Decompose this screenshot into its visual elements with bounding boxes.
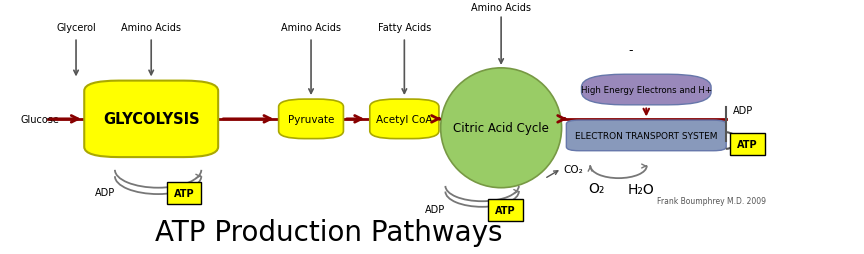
Text: High Energy Electrons and H+: High Energy Electrons and H+ <box>581 86 712 95</box>
Text: O₂: O₂ <box>588 181 604 195</box>
Text: Glycerol: Glycerol <box>56 23 96 33</box>
Text: CO₂: CO₂ <box>563 164 583 174</box>
Text: Citric Acid Cycle: Citric Acid Cycle <box>454 122 549 135</box>
Text: Fatty Acids: Fatty Acids <box>378 23 431 33</box>
Text: Pyruvate: Pyruvate <box>288 114 334 124</box>
Text: ATP: ATP <box>174 188 194 199</box>
Text: ATP: ATP <box>495 205 516 215</box>
Text: -: - <box>628 44 633 57</box>
Text: H₂O: H₂O <box>628 182 654 196</box>
FancyBboxPatch shape <box>567 121 726 151</box>
Bar <box>167 183 201 204</box>
Text: ELECTRON TRANSPORT SYSTEM: ELECTRON TRANSPORT SYSTEM <box>575 131 717 140</box>
FancyBboxPatch shape <box>581 75 711 105</box>
Text: ADP: ADP <box>425 204 446 214</box>
Text: Amino Acids: Amino Acids <box>471 3 531 13</box>
Text: Glucose: Glucose <box>21 114 60 124</box>
Text: Amino Acids: Amino Acids <box>121 23 181 33</box>
Text: ATP Production Pathways: ATP Production Pathways <box>155 218 502 246</box>
Text: ATP: ATP <box>737 139 758 149</box>
FancyBboxPatch shape <box>278 100 343 139</box>
FancyBboxPatch shape <box>370 100 439 139</box>
Bar <box>488 199 523 221</box>
Text: Amino Acids: Amino Acids <box>281 23 341 33</box>
FancyBboxPatch shape <box>84 81 218 157</box>
Text: Acetyl CoA: Acetyl CoA <box>376 114 433 124</box>
Text: Frank Boumphrey M.D. 2009: Frank Boumphrey M.D. 2009 <box>657 196 766 205</box>
Bar <box>730 133 765 155</box>
Text: ADP: ADP <box>95 187 116 197</box>
Text: ADP: ADP <box>733 105 753 116</box>
Text: GLYCOLYSIS: GLYCOLYSIS <box>103 112 200 127</box>
Ellipse shape <box>441 69 562 188</box>
